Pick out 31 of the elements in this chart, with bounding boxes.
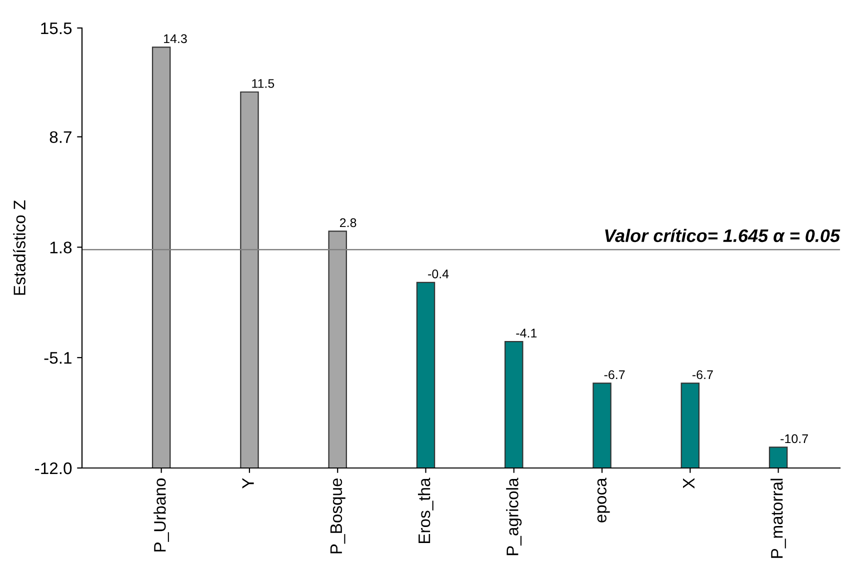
x-tick-label: Y xyxy=(242,478,254,488)
bar xyxy=(680,382,700,468)
x-tick-label: X xyxy=(683,478,694,488)
y-tick-label: -5.1 xyxy=(44,352,72,364)
x-tick-label: P_Urbano xyxy=(154,478,169,552)
bar xyxy=(504,341,524,468)
y-tick-label: 8.7 xyxy=(50,131,72,144)
x-tick-label: epoca xyxy=(597,478,610,522)
x-tick-label: P_Bosque xyxy=(330,478,346,554)
bar xyxy=(768,446,788,468)
data-label: -0.4 xyxy=(428,269,449,278)
x-tick-label: P_agricola xyxy=(506,478,522,556)
bar xyxy=(328,230,347,468)
bar xyxy=(416,282,436,468)
data-label: 14.3 xyxy=(164,34,187,44)
x-tick-label: P_matorral xyxy=(770,478,786,558)
data-label: -6.7 xyxy=(604,370,625,380)
y-tick-label: 15.5 xyxy=(41,22,72,34)
data-label: 2.8 xyxy=(340,218,356,228)
ref-line-label: Valor crítico= 1.645 α = 0.05 xyxy=(605,228,840,242)
x-tick-label: Eros_tha xyxy=(418,478,434,544)
y-axis-title: Estadístico Z xyxy=(13,200,26,295)
y-tick-label: -12.0 xyxy=(35,462,72,474)
bar xyxy=(240,91,259,468)
data-label: -6.7 xyxy=(692,370,713,380)
data-label: -4.1 xyxy=(516,328,537,338)
y-tick-label: 1.8 xyxy=(50,242,72,254)
data-label: -10.7 xyxy=(780,434,808,444)
bar xyxy=(152,46,171,468)
bar xyxy=(592,382,612,468)
data-label: 11.5 xyxy=(252,79,274,88)
